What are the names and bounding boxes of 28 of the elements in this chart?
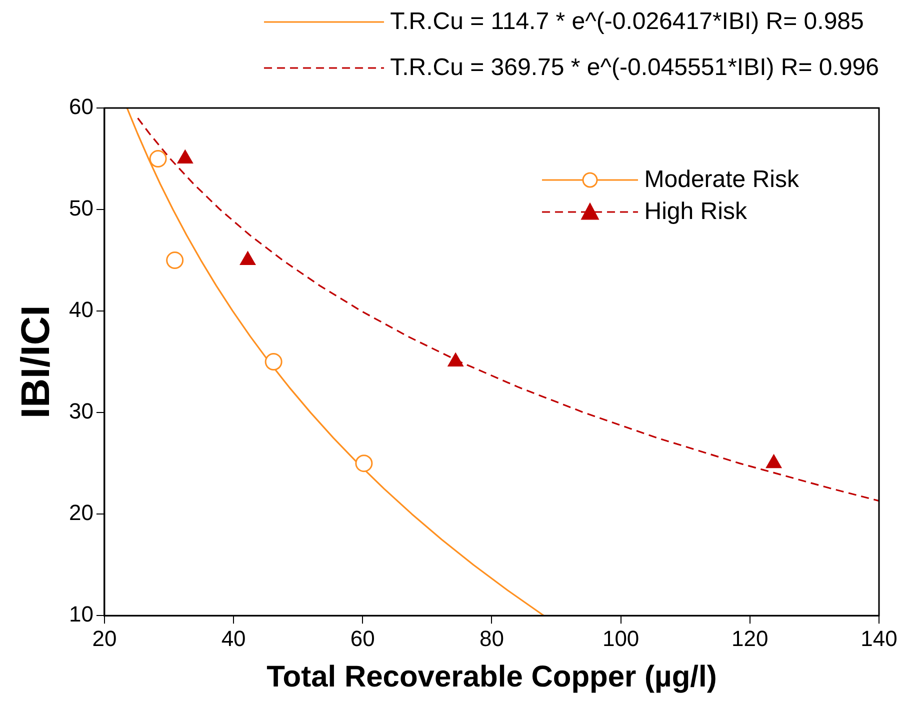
- legend-label: T.R.Cu = 114.7 * e^(-0.026417*IBI) R= 0.985: [390, 8, 864, 36]
- y-tick-label: 30: [68, 398, 94, 424]
- point: [766, 454, 782, 468]
- x-tick-label: 120: [732, 626, 768, 651]
- y-tick-label: 10: [68, 602, 94, 627]
- x-tick-label: 80: [479, 626, 504, 651]
- legend-label: Moderate Risk: [644, 166, 799, 194]
- legend-label: T.R.Cu = 369.75 * e^(-0.045551*IBI) R= 0.996: [390, 54, 879, 82]
- x-tick-label: 60: [350, 626, 375, 651]
- legend-label: High Risk: [644, 198, 747, 226]
- y-tick-label: 60: [68, 94, 94, 120]
- y-axis-title: IBI/ICI: [14, 305, 58, 418]
- y-tick-label: 40: [68, 297, 94, 322]
- point: [355, 454, 373, 472]
- point: [240, 252, 256, 266]
- point: [177, 150, 193, 164]
- x-tick-label: 40: [221, 626, 246, 651]
- x-axis-title: Total Recoverable Copper (µg/l): [266, 660, 717, 694]
- point: [448, 353, 464, 367]
- line-series: [136, 117, 879, 502]
- x-tick-label: 20: [92, 626, 117, 651]
- point: [149, 150, 167, 168]
- point: [166, 252, 184, 270]
- y-tick-label: 50: [68, 196, 94, 221]
- x-tick-label: 140: [860, 626, 898, 651]
- y-tick-label: 20: [68, 500, 94, 526]
- point: [264, 353, 282, 371]
- x-tick-label: 100: [602, 626, 640, 651]
